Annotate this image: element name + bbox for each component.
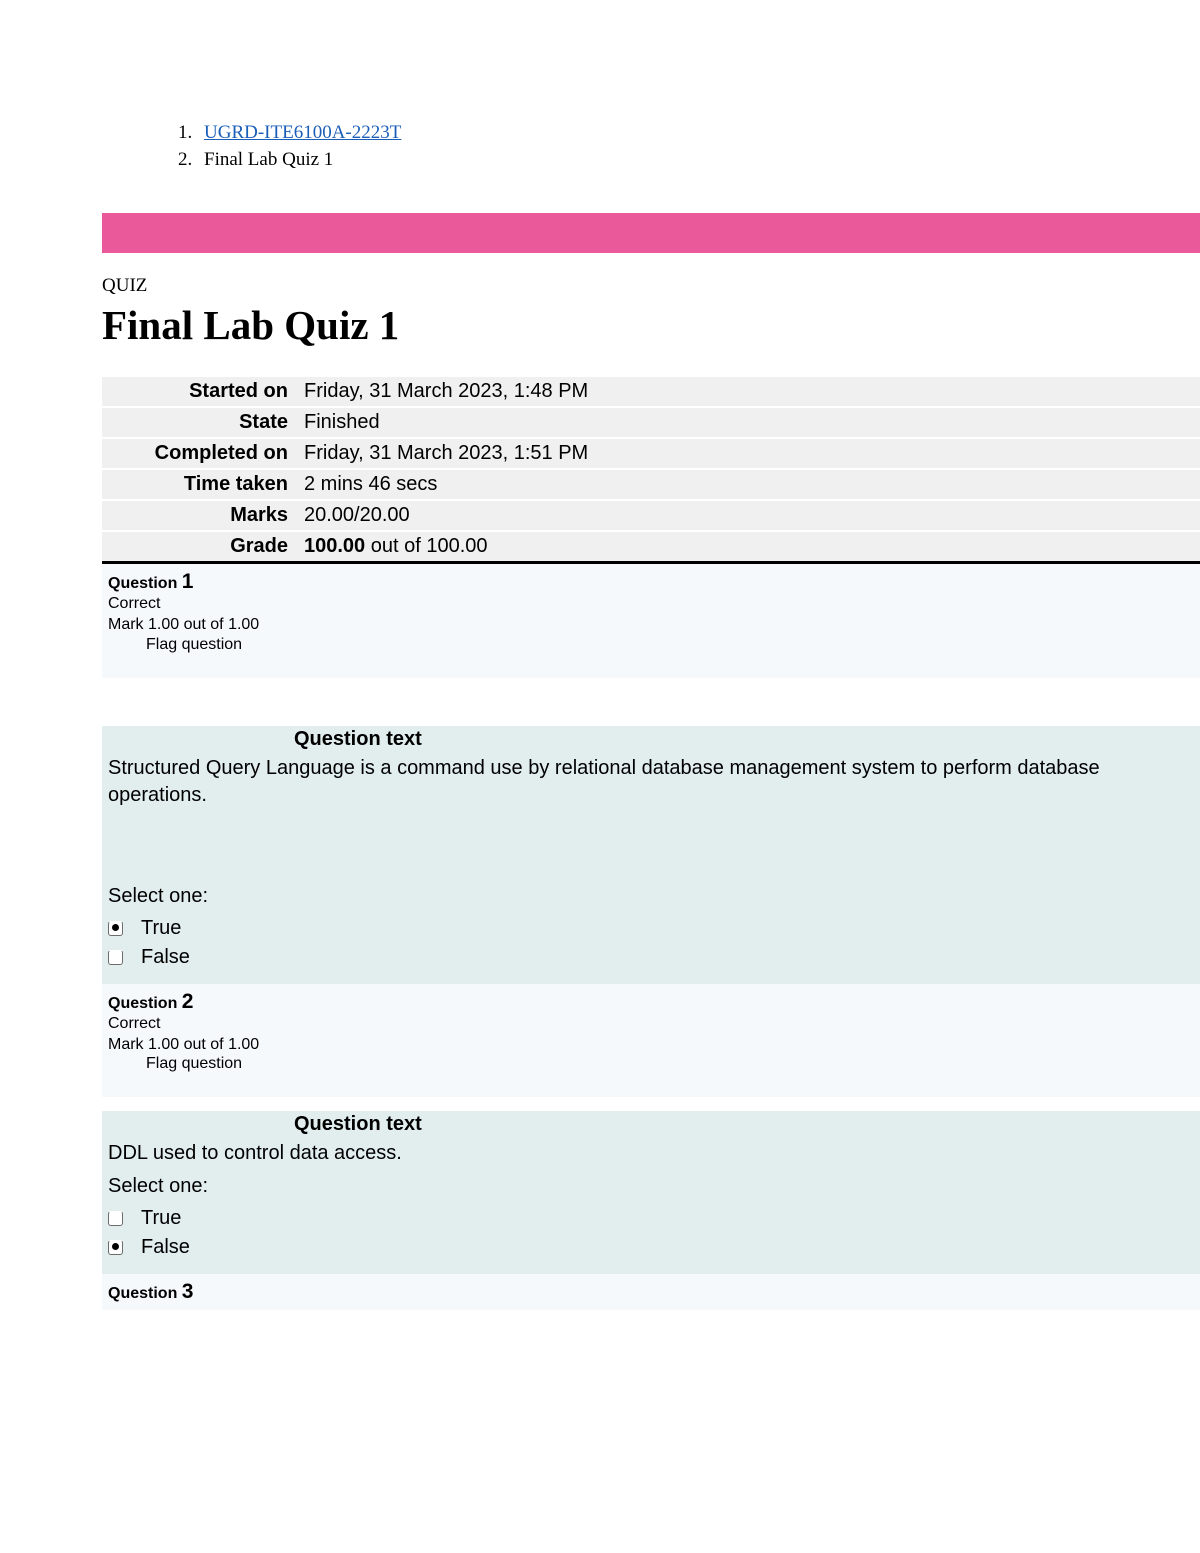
answer-option-true[interactable]: True — [108, 914, 1194, 943]
question-block: Question 2CorrectMark 1.00 out of 1.00Fl… — [102, 984, 1200, 1275]
question-label: Question — [108, 1285, 182, 1302]
question-header: Question 3 — [102, 1274, 1200, 1310]
summary-value: Finished — [298, 407, 1200, 438]
question-number: 3 — [182, 1280, 194, 1303]
breadcrumb-num: 1. — [178, 120, 204, 147]
summary-label: State — [102, 407, 298, 438]
question-text: Structured Query Language is a command u… — [108, 755, 1194, 809]
breadcrumb-item-2: 2. Final Lab Quiz 1 — [178, 147, 1200, 174]
question-number: 1 — [182, 570, 194, 593]
question-label: Question — [108, 575, 182, 592]
answer-option-false[interactable]: False — [108, 1233, 1194, 1262]
question-body: Question textStructured Query Language i… — [102, 726, 1200, 984]
answer-label: True — [141, 1207, 181, 1230]
header-bar — [102, 213, 1200, 253]
breadcrumb-link-course[interactable]: UGRD-ITE6100A-2223T — [204, 120, 401, 147]
radio-icon[interactable] — [108, 950, 123, 965]
question-text-label: Question text — [108, 1111, 1194, 1140]
radio-icon[interactable] — [108, 921, 123, 936]
question-number: 2 — [182, 990, 194, 1013]
summary-row: Marks20.00/20.00 — [102, 500, 1200, 531]
summary-table: Started onFriday, 31 March 2023, 1:48 PM… — [102, 377, 1200, 564]
breadcrumb-item-1: 1. UGRD-ITE6100A-2223T — [178, 120, 1200, 147]
summary-value: 100.00 out of 100.00 — [298, 531, 1200, 563]
summary-value: Friday, 31 March 2023, 1:51 PM — [298, 438, 1200, 469]
select-one-label: Select one: — [108, 809, 1194, 914]
summary-row: Started onFriday, 31 March 2023, 1:48 PM — [102, 377, 1200, 407]
question-label: Question — [108, 995, 182, 1012]
breadcrumb-num: 2. — [178, 147, 204, 174]
summary-label: Started on — [102, 377, 298, 407]
question-block: Question 3 — [102, 1274, 1200, 1310]
summary-label: Grade — [102, 531, 298, 563]
question-mark: Mark 1.00 out of 1.00 — [108, 615, 1200, 636]
question-status: Correct — [108, 594, 1200, 615]
question-text: DDL used to control data access. — [108, 1140, 1194, 1167]
answer-label: False — [141, 946, 190, 969]
spacer — [102, 1097, 1200, 1111]
answer-label: True — [141, 917, 181, 940]
summary-row: StateFinished — [102, 407, 1200, 438]
summary-value: 20.00/20.00 — [298, 500, 1200, 531]
question-header: Question 2CorrectMark 1.00 out of 1.00Fl… — [102, 984, 1200, 1098]
breadcrumb: 1. UGRD-ITE6100A-2223T 2. Final Lab Quiz… — [0, 120, 1200, 173]
summary-row: Time taken2 mins 46 secs — [102, 469, 1200, 500]
question-text-label: Question text — [108, 726, 1194, 755]
answer-option-true[interactable]: True — [108, 1204, 1194, 1233]
select-one-label: Select one: — [108, 1167, 1194, 1204]
summary-row-grade: Grade100.00 out of 100.00 — [102, 531, 1200, 563]
page-title: Final Lab Quiz 1 — [102, 301, 1200, 349]
section-label: QUIZ — [102, 275, 1200, 297]
question-header: Question 1CorrectMark 1.00 out of 1.00Fl… — [102, 564, 1200, 678]
summary-value: 2 mins 46 secs — [298, 469, 1200, 500]
flag-question-link[interactable]: Flag question — [108, 1055, 1200, 1073]
summary-value: Friday, 31 March 2023, 1:48 PM — [298, 377, 1200, 407]
question-mark: Mark 1.00 out of 1.00 — [108, 1035, 1200, 1056]
breadcrumb-current: Final Lab Quiz 1 — [204, 147, 333, 174]
question-status: Correct — [108, 1014, 1200, 1035]
summary-label: Marks — [102, 500, 298, 531]
radio-icon[interactable] — [108, 1211, 123, 1226]
answer-label: False — [141, 1236, 190, 1259]
summary-label: Time taken — [102, 469, 298, 500]
radio-icon[interactable] — [108, 1240, 123, 1255]
question-block: Question 1CorrectMark 1.00 out of 1.00Fl… — [102, 564, 1200, 984]
spacer — [102, 678, 1200, 726]
question-body: Question textDDL used to control data ac… — [102, 1111, 1200, 1274]
flag-question-link[interactable]: Flag question — [108, 636, 1200, 654]
summary-label: Completed on — [102, 438, 298, 469]
summary-row: Completed onFriday, 31 March 2023, 1:51 … — [102, 438, 1200, 469]
answer-option-false[interactable]: False — [108, 943, 1194, 972]
